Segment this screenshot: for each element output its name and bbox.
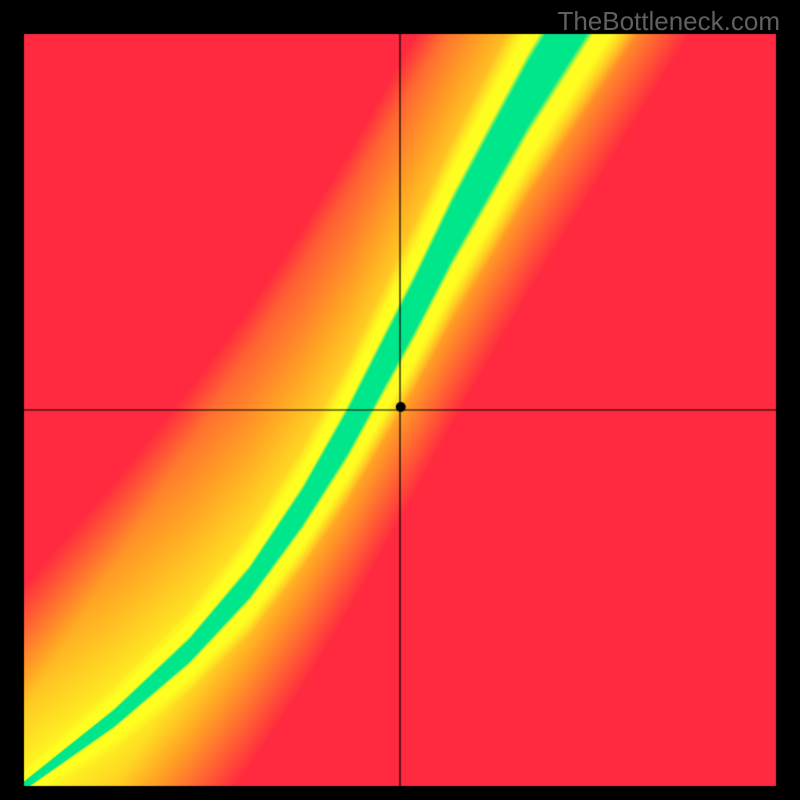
watermark-text: TheBottleneck.com bbox=[557, 6, 780, 37]
bottleneck-heatmap bbox=[0, 0, 800, 800]
